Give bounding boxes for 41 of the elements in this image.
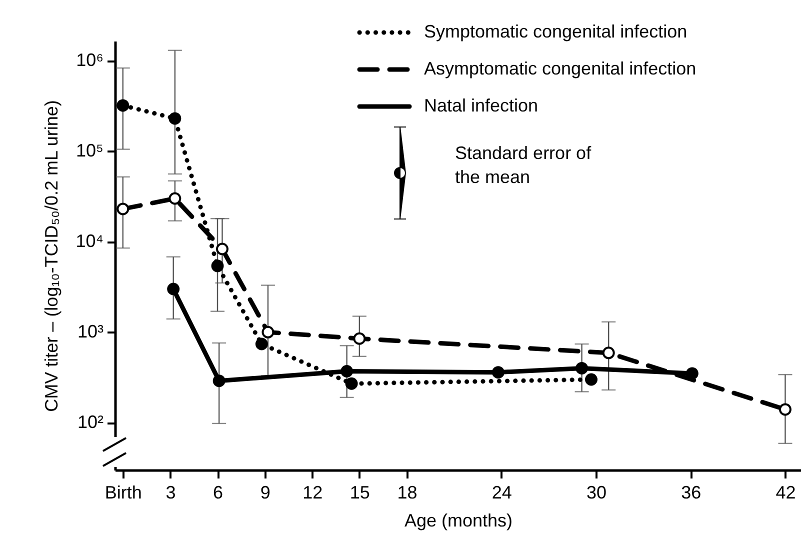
legend-label: Natal infection: [424, 96, 538, 116]
point: [778, 403, 792, 416]
point: [167, 282, 180, 296]
point: [353, 332, 366, 345]
point: [492, 366, 504, 379]
point: [211, 260, 224, 272]
x-tick-label: 3: [166, 482, 176, 502]
x-axis-title: Age (months): [404, 510, 513, 530]
x-tick-label: 9: [260, 482, 270, 502]
x-tick-label: 15: [350, 482, 370, 502]
y-tick-label: 10³: [77, 322, 104, 342]
point: [345, 377, 358, 390]
y-axis-title: CMV titer – (log₁₀-TCID₅₀/0.2 mL urine): [42, 100, 62, 412]
point: [576, 362, 588, 374]
x-tick-label: 42: [776, 482, 796, 502]
point: [116, 99, 130, 112]
point: [168, 112, 182, 125]
point: [686, 367, 698, 380]
legend-label: Asymptomatic congenital infection: [424, 58, 696, 78]
point: [602, 346, 615, 360]
y-tick-label: 10⁴: [76, 231, 104, 252]
annotation: Standard error of the mean: [455, 143, 592, 187]
point: [168, 192, 182, 205]
x-tick-label: 30: [586, 482, 607, 502]
x-tick-label: Birth: [104, 482, 142, 502]
legend-label: Symptomatic congenital infection: [424, 22, 688, 42]
x-tick-label: 18: [397, 482, 418, 502]
point: [340, 365, 354, 378]
y-tick-label: 10²: [77, 412, 104, 432]
point: [216, 242, 228, 256]
y-tick-label: 10⁶: [76, 50, 104, 70]
x-tick-label: 36: [681, 482, 702, 502]
y-tick-label: 10⁵: [76, 140, 104, 161]
point: [262, 326, 274, 338]
x-tick-label: 24: [492, 482, 512, 502]
point: [212, 374, 226, 388]
point: [116, 202, 130, 216]
point: [255, 338, 268, 350]
x-tick-label: 6: [213, 482, 224, 502]
x-tick-label: 12: [302, 482, 323, 502]
point: [585, 373, 598, 386]
